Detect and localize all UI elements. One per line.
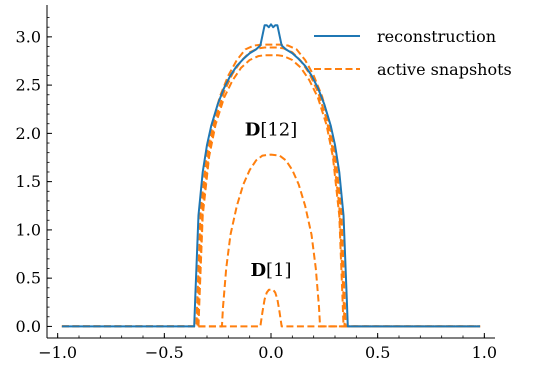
x-tick-label: 0.0	[258, 343, 283, 362]
active-snapshot-line-2	[61, 46, 481, 328]
axes-layer: −1.0 −0.5 0.0 0.5 1.0 0.0 0.5 1.0 1.5 2.0 2.5 3.0	[16, 5, 497, 362]
x-tick-label: −1.0	[38, 343, 77, 362]
y-tick-label: 0.0	[16, 317, 41, 336]
legend-label-1: active snapshots	[377, 60, 512, 79]
annotation-label-1: D[1]	[250, 260, 291, 281]
active-snapshot-line-3	[61, 54, 481, 328]
y-tick-label: 1.5	[16, 172, 41, 191]
annotation-index-part: [12]	[260, 119, 297, 140]
x-tick-label: 0.5	[365, 343, 390, 362]
legend: reconstruction active snapshots	[314, 27, 512, 79]
reconstruction-line-0	[61, 23, 481, 328]
x-tick-label: 1.0	[472, 343, 497, 362]
annotation-index-part: [1]	[266, 260, 292, 281]
data-layer	[61, 23, 481, 328]
y-tick-label: 3.0	[16, 27, 41, 46]
annotation-label-0: D[12]	[245, 119, 298, 140]
y-tick-label: 0.5	[16, 269, 41, 288]
annotation-bold-part: D	[250, 260, 266, 281]
active-snapshot-line-5	[61, 288, 481, 328]
annotation-bold-part: D	[245, 119, 261, 140]
y-tick-label: 1.0	[16, 220, 41, 239]
active-snapshot-line-1	[61, 43, 481, 328]
x-tick-label: −0.5	[145, 343, 184, 362]
legend-label-0: reconstruction	[377, 27, 496, 46]
annotation-layer: D[12]D[1]	[245, 119, 298, 281]
active-snapshot-line-4	[61, 153, 481, 328]
y-tick-label: 2.5	[16, 76, 41, 95]
y-tick-label: 2.0	[16, 124, 41, 143]
